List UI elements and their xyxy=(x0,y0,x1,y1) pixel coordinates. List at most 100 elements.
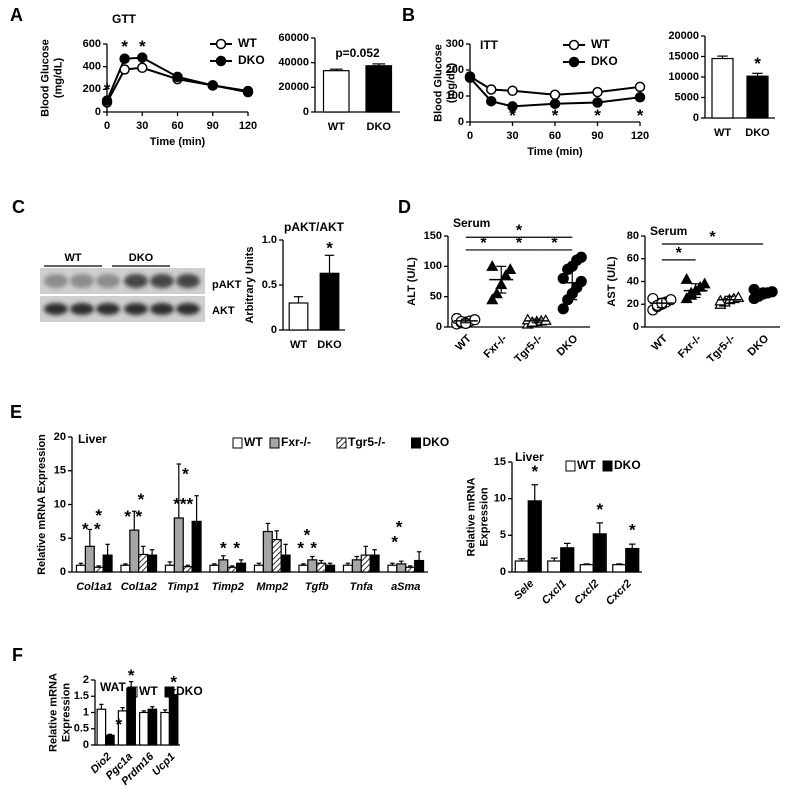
annotation: * xyxy=(509,106,516,125)
data-point xyxy=(557,272,569,285)
y-tick-label: 0 xyxy=(60,566,66,578)
legend-swatch xyxy=(565,460,576,472)
bar xyxy=(191,520,202,573)
annotation: * xyxy=(596,500,603,519)
data-point xyxy=(539,314,552,325)
y-tick-label: 0.5 xyxy=(74,723,89,735)
bar xyxy=(360,554,371,573)
annotation: * xyxy=(182,464,189,483)
bar xyxy=(387,564,398,573)
x-tick-label: DKO xyxy=(367,121,392,133)
bar xyxy=(75,564,86,573)
annotation: * xyxy=(124,507,131,526)
significance-label: * xyxy=(676,245,683,262)
data-point xyxy=(634,81,646,93)
annotation: * xyxy=(304,526,311,545)
annotation: * xyxy=(637,106,644,125)
y-tick-label: 200 xyxy=(446,64,464,76)
data-point xyxy=(207,80,218,91)
bar xyxy=(164,564,175,573)
y-axis-label: Relative mRNAExpression xyxy=(465,478,490,557)
data-point xyxy=(592,97,603,108)
y-tick-label: 20 xyxy=(627,298,639,310)
x-tick-label: 0 xyxy=(104,120,110,132)
label-line: Expression xyxy=(479,487,491,547)
bar xyxy=(298,564,309,573)
legend-marker xyxy=(568,39,580,51)
x-tick-label: Timp1 xyxy=(167,581,199,593)
blot-band xyxy=(70,274,94,288)
legend-label: WT xyxy=(591,37,610,51)
chart-title: Serum xyxy=(453,216,490,230)
x-tick-label: Cxcl1 xyxy=(540,578,569,607)
y-tick-label: 0 xyxy=(500,566,506,578)
data-point xyxy=(486,293,499,305)
x-tick-label: Col1a1 xyxy=(76,581,112,593)
significance-label: * xyxy=(480,235,487,252)
x-tick-label: WT xyxy=(290,339,307,351)
y-tick-label: 15000 xyxy=(668,50,699,62)
annotation: * xyxy=(115,715,122,734)
annotation: *** xyxy=(173,495,193,514)
bar xyxy=(96,708,107,746)
annotation: * xyxy=(391,532,398,551)
y-tick-label: 40 xyxy=(627,275,639,287)
blot-band xyxy=(150,303,174,315)
chart-title: Liver xyxy=(515,450,544,464)
bar xyxy=(209,564,220,573)
y-axis-label: AST (U/L) xyxy=(606,256,618,306)
blot-band xyxy=(150,274,174,288)
legend-label: WT xyxy=(577,458,596,472)
y-tick-label: 15 xyxy=(54,465,66,477)
y-axis-label: Arbitrary Units xyxy=(244,246,256,323)
x-tick-label: 0 xyxy=(467,130,473,142)
annotation: * xyxy=(104,80,111,99)
bar xyxy=(319,272,340,331)
y-tick-label: 80 xyxy=(627,230,639,242)
bar xyxy=(139,711,149,746)
y-axis-label: ALT (U/L) xyxy=(406,257,418,306)
bar xyxy=(147,708,158,746)
y-tick-label: 5 xyxy=(60,532,66,544)
x-tick-label: Ucp1 xyxy=(150,751,178,779)
bar xyxy=(514,560,529,573)
x-tick-label: Fxr-/- xyxy=(676,332,704,360)
data-point xyxy=(486,84,497,95)
annotation: * xyxy=(396,518,403,537)
x-tick-label: Fxr-/- xyxy=(481,332,509,360)
blot-band xyxy=(124,274,148,288)
chart-title: WAT xyxy=(100,680,126,694)
chart-title: Serum xyxy=(650,224,687,238)
annotation: * xyxy=(326,238,333,257)
x-tick-label: 120 xyxy=(631,130,649,142)
annotation: * xyxy=(82,520,89,539)
bar xyxy=(93,566,104,573)
y-tick-label: 10 xyxy=(54,498,66,510)
legend-marker xyxy=(215,55,227,67)
bar xyxy=(182,565,193,573)
significance-label: * xyxy=(709,229,716,246)
x-tick-label: WT xyxy=(649,332,670,353)
x-tick-label: WT xyxy=(328,121,345,133)
x-tick-label: 30 xyxy=(136,120,148,132)
x-tick-label: 90 xyxy=(591,130,603,142)
bar xyxy=(369,554,380,573)
data-point xyxy=(549,89,561,100)
bar xyxy=(396,563,407,573)
blot-band xyxy=(176,274,200,288)
legend-label: DKO xyxy=(423,435,450,449)
blot-band xyxy=(44,274,68,288)
group-label: DKO xyxy=(129,252,154,264)
blot-band xyxy=(96,274,120,288)
legend-label: Tgr5-/- xyxy=(348,435,385,449)
x-tick-label: 120 xyxy=(239,120,257,132)
band-label: pAKT xyxy=(212,279,242,291)
bar xyxy=(271,538,282,573)
legend-label: Fxr-/- xyxy=(281,435,311,449)
x-tick-label: WT xyxy=(453,332,474,353)
bar xyxy=(105,734,115,746)
annotation: * xyxy=(531,462,538,481)
data-point xyxy=(504,263,517,274)
annotation: * xyxy=(128,666,135,685)
